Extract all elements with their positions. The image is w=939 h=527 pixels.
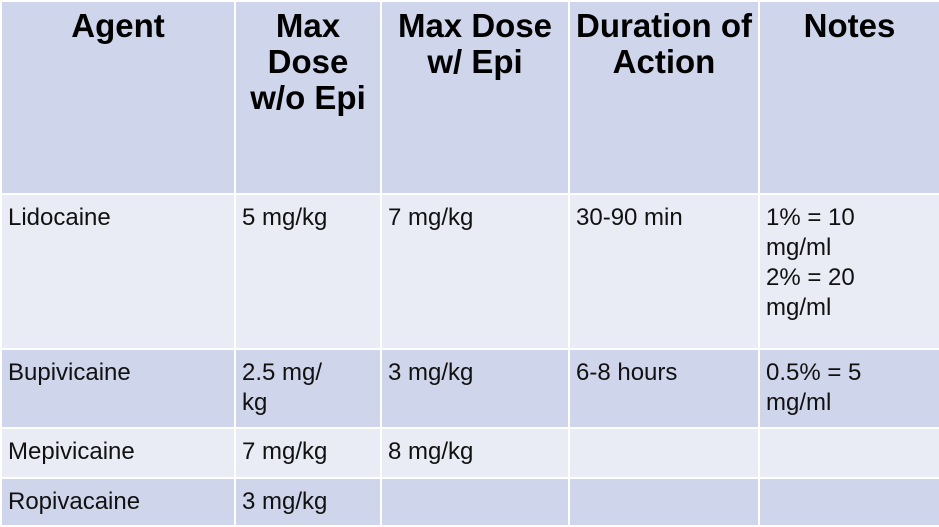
cell-text-line: 7 mg/kg: [388, 204, 474, 231]
cell-text-line: Mepivicaine: [8, 438, 135, 465]
cell-agent: Lidocaine: [0, 193, 236, 350]
header-text-line: w/o: [250, 79, 306, 116]
table-row-lidocaine: Lidocaine 5 mg/kg 7 mg/kg 30-90 min 1% =…: [0, 193, 939, 350]
header-notes: Notes: [758, 0, 939, 195]
cell-notes: 1% = 10 mg/ml 2% = 20 mg/ml: [758, 193, 939, 350]
table-row-bupivicaine: Bupivicaine 2.5 mg/ kg 3 mg/kg 6-8 hours…: [0, 348, 939, 429]
cell-text-line: 5 mg/kg: [242, 204, 328, 231]
cell-text-line: Lidocaine: [8, 204, 111, 231]
cell-text-line: Ropivacaine: [8, 488, 141, 515]
cell-max-dose-without-epi: 7 mg/kg: [234, 427, 382, 479]
header-text-line: Duration: [576, 7, 712, 44]
header-text-line: of Action: [612, 7, 752, 80]
cell-max-dose-with-epi: 7 mg/kg: [380, 193, 570, 350]
cell-text-line: 3 mg/kg: [242, 488, 328, 515]
cell-notes: [758, 427, 939, 479]
header-text-line: Epi: [471, 43, 523, 80]
cell-text-line: 3 mg/kg: [388, 359, 474, 386]
cell-text-line: 30-90 min: [576, 204, 683, 231]
cell-text-line: 6-8 hours: [576, 359, 678, 386]
cell-text-line: mg/ml: [766, 234, 832, 261]
cell-text-line: mg/ml: [766, 294, 832, 321]
header-duration-of-action: Duration of Action: [568, 0, 760, 195]
cell-notes: 0.5% = 5 mg/ml: [758, 348, 939, 429]
header-text-line: Epi: [314, 79, 366, 116]
cell-text-line: 0.5% = 5: [766, 359, 862, 386]
header-text-line: Max: [397, 7, 463, 44]
cell-text-line: 7 mg/kg: [242, 438, 328, 465]
cell-max-dose-without-epi: 2.5 mg/ kg: [234, 348, 382, 429]
table-header-row: Agent Max Dose w/o Epi Max Dose w/ Epi D…: [0, 0, 939, 195]
header-agent: Agent: [0, 0, 236, 195]
cell-text-line: 2% = 20: [766, 264, 855, 291]
cell-duration: [568, 427, 760, 479]
cell-text-line: Bupivicaine: [8, 359, 131, 386]
header-max-dose-without-epi: Max Dose w/o Epi: [234, 0, 382, 195]
cell-max-dose-with-epi: 8 mg/kg: [380, 427, 570, 479]
header-text-line: Agent: [71, 7, 165, 44]
cell-text-line: mg/ml: [766, 389, 832, 416]
cell-agent: Bupivicaine: [0, 348, 236, 429]
cell-duration: 30-90 min: [568, 193, 760, 350]
cell-text-line: 1% = 10: [766, 204, 855, 231]
header-text-line: Max: [275, 7, 341, 44]
cell-text-line: 2.5 mg/: [242, 359, 323, 386]
header-text-line: Dose: [267, 43, 349, 80]
cell-max-dose-with-epi: 3 mg/kg: [380, 348, 570, 429]
cell-text-line: 8 mg/kg: [388, 438, 474, 465]
cell-agent: Mepivicaine: [0, 427, 236, 479]
cell-max-dose-without-epi: 5 mg/kg: [234, 193, 382, 350]
table-row-mepivicaine: Mepivicaine 7 mg/kg 8 mg/kg: [0, 427, 939, 479]
header-text-line: Notes: [803, 7, 896, 44]
cell-text-line: kg: [242, 389, 268, 416]
header-max-dose-with-epi: Max Dose w/ Epi: [380, 0, 570, 195]
cell-duration: 6-8 hours: [568, 348, 760, 429]
header-text-line: Dose w/: [427, 7, 553, 80]
